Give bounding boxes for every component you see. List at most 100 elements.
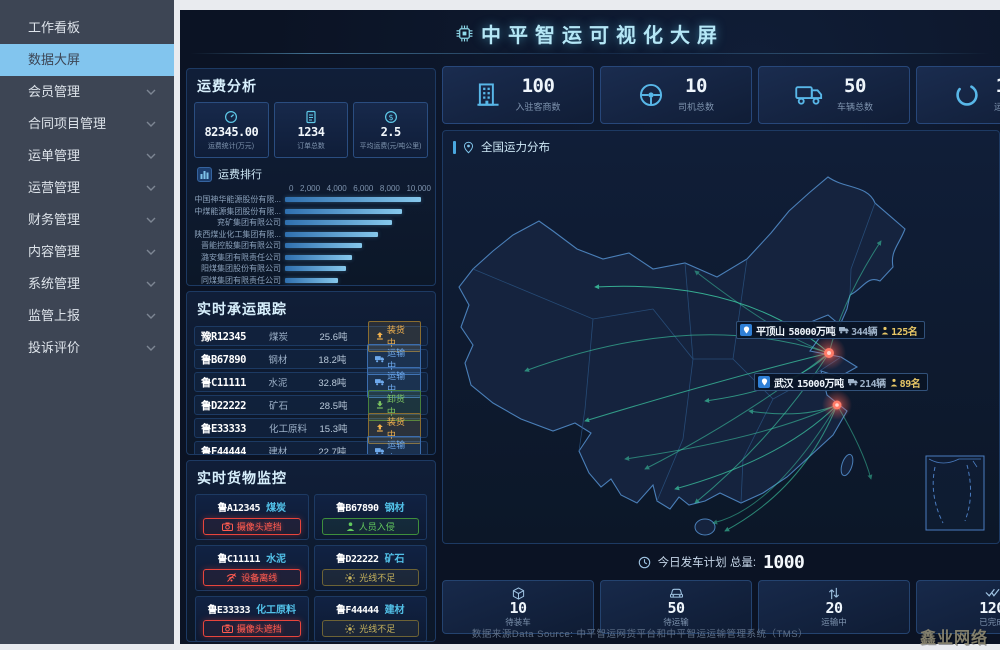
cargo-weight: 32.8吨 <box>318 378 347 389</box>
status-text: 装货中 <box>386 417 405 440</box>
sun-icon <box>345 572 356 583</box>
cargo-weight: 28.5吨 <box>319 401 348 412</box>
sidebar-item-contracts[interactable]: 合同项目管理 <box>0 108 174 140</box>
camera-icon <box>221 624 233 633</box>
marker-vehicles: 344辆 <box>851 326 878 338</box>
hotspot-pingdingshan <box>812 336 846 370</box>
marker-vehicles: 214辆 <box>859 378 887 390</box>
sidebar-item-content[interactable]: 内容管理 <box>0 236 174 268</box>
stat-label: 运输中 <box>821 616 847 627</box>
marker-persons: 125名 <box>891 326 918 338</box>
car-icon <box>669 587 684 600</box>
dispatch-value: 1000 <box>763 551 805 573</box>
alert-badge: 光线不足 <box>321 620 419 637</box>
alert-text: 摄像头遮挡 <box>236 624 282 634</box>
cargo-type: 水泥 <box>266 554 287 565</box>
cargo-weight: 15.3吨 <box>319 424 348 435</box>
cargo-type: 煤炭 <box>266 503 287 514</box>
sidebar-item-members[interactable]: 会员管理 <box>0 76 174 108</box>
sidebar-item-waybills[interactable]: 运单管理 <box>0 140 174 172</box>
alert-badge: 光线不足 <box>321 569 419 586</box>
map-marker-wuhan: 武汉 15000万吨 214辆 89名 <box>754 373 929 391</box>
location-pin-icon <box>758 376 770 388</box>
panel-title: 实时承运跟踪 <box>197 301 287 317</box>
tracking-row: 鲁B67890 钢材 18.2吨 运输中 <box>194 343 428 375</box>
x-tick: 6,000 <box>353 184 374 193</box>
page-title-text: 中平智运可视化大屏 <box>481 24 724 47</box>
alert-badge: 摄像头遮挡 <box>203 620 301 637</box>
map-title: 全国运力分布 <box>481 142 550 154</box>
status-text: 运输中 <box>387 348 406 371</box>
status-badge: 卸货中 <box>368 389 421 421</box>
waiting-transport-card: 50 待运输 <box>600 580 752 634</box>
alert-text: 人员入侵 <box>358 522 395 532</box>
cargo-type: 矿石 <box>269 401 289 412</box>
monitor-grid: 鲁A12345 煤炭 摄像头遮挡 鲁B67890 钢材 人员入侵 鲁C11111 水泥… <box>187 492 435 641</box>
arrow-up-icon <box>377 332 383 340</box>
bar <box>285 220 392 226</box>
tracking-row: 豫R12345 煤炭 25.6吨 装货中 <box>194 320 428 352</box>
sidebar-item-databoard[interactable]: 数据大屏 <box>0 44 174 76</box>
marker-city: 平顶山 <box>756 326 785 338</box>
stat-label: 司机总数 <box>677 101 714 112</box>
freight-chart-rows: 中国神华能源股份有限... 中煤能源集团股份有限... 兖矿集团有限公司 陕西煤业化工… <box>187 194 435 286</box>
chevron-down-icon <box>146 345 156 351</box>
vehicle-plate: 鲁A12345 <box>217 503 261 514</box>
vehicle-plate: 豫R12345 <box>201 330 246 343</box>
vehicle-plate: 鲁E33333 <box>201 422 246 435</box>
cargo-type: 化工原料 <box>269 424 308 435</box>
bar <box>285 208 402 214</box>
sidebar-item-finance[interactable]: 财务管理 <box>0 204 174 236</box>
stat-label: 入驻客商数 <box>515 101 561 112</box>
chart-title: 运费排行 <box>218 169 262 181</box>
sidebar-item-label: 工作看板 <box>28 20 81 35</box>
truck-icon <box>374 356 384 363</box>
marker-persons: 89名 <box>899 378 921 390</box>
x-tick: 0 <box>289 184 294 193</box>
steering-wheel-icon <box>638 82 664 108</box>
page-title: 中平智运可视化大屏 <box>456 19 724 48</box>
sidebar-item-complaints[interactable]: 投诉评价 <box>0 332 174 364</box>
sidebar: 工作看板 数据大屏 会员管理 合同项目管理 运单管理 运营管理 财务管理 内容管… <box>0 0 174 644</box>
chevron-down-icon <box>146 185 156 191</box>
sidebar-item-system[interactable]: 系统管理 <box>0 268 174 300</box>
sidebar-item-workboard[interactable]: 工作看板 <box>0 12 174 44</box>
sun-icon <box>345 623 356 634</box>
cargo-type: 矿石 <box>384 554 405 565</box>
vehicle-plate: 鲁F44444 <box>335 605 379 616</box>
bar-label: 晋能控股集团有限公司 <box>201 241 281 251</box>
hainan-island <box>694 518 716 536</box>
status-badge: 装货中 <box>368 320 421 352</box>
bar-label: 陕西煤业化工集团有限... <box>194 229 281 239</box>
sidebar-item-operations[interactable]: 运营管理 <box>0 172 174 204</box>
sidebar-item-label: 投诉评价 <box>28 340 81 355</box>
status-text: 运输中 <box>387 371 406 394</box>
stat-value: 100 <box>521 74 555 97</box>
chart-x-axis: 0 2,000 4,000 6,000 8,000 10,000 <box>289 184 431 193</box>
cargo-type: 建材 <box>384 605 405 616</box>
hotspot-wuhan <box>822 390 852 420</box>
tracking-row: 鲁F44444 建材 22.7吨 运输中 <box>194 435 428 454</box>
alert-badge: 人员入侵 <box>321 518 419 535</box>
monitor-card: 鲁D22222 矿石 光线不足 <box>313 545 427 591</box>
bar-row: 陕西煤业化工集团有限... <box>187 229 435 241</box>
vehicle-plate: 鲁B67890 <box>335 503 379 514</box>
sidebar-item-supervision[interactable]: 监管上报 <box>0 300 174 332</box>
right-column: 100 入驻客商数 10 司机总数 50 车辆总数 100 运量总计 全国运力分布 <box>442 66 1000 634</box>
freight-chart-header: 运费排行 <box>197 166 425 182</box>
building-icon <box>475 82 501 108</box>
chevron-down-icon <box>146 313 156 319</box>
marker-city: 武汉 <box>774 378 794 390</box>
stat-value: 120 <box>979 598 1000 617</box>
bar-row: 同煤集团有限责任公司 <box>187 275 435 286</box>
truck-icon <box>839 327 849 334</box>
arrow-down-icon <box>377 401 383 409</box>
bar-row: 兖矿集团有限公司 <box>187 217 435 229</box>
cargo-weight: 25.6吨 <box>319 332 348 343</box>
freight-total-card: 82345.00 运费统计(万元) <box>194 102 269 158</box>
svg-text:$: $ <box>388 112 393 121</box>
dispatch-label: 今日发车计划 总量: <box>657 557 757 569</box>
camera-icon <box>221 522 233 531</box>
header-accent <box>453 140 456 154</box>
bar-row: 中煤能源集团股份有限... <box>187 206 435 218</box>
